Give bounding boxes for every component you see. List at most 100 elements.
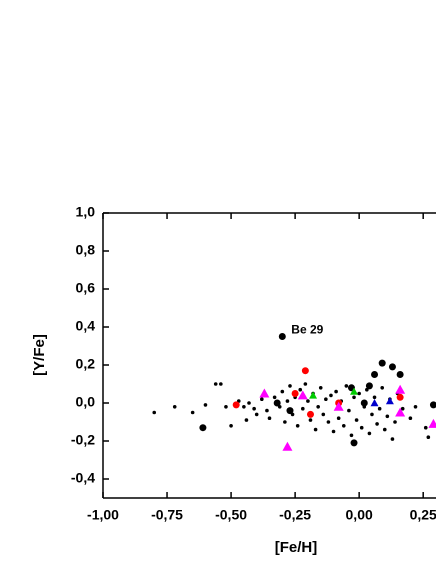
- point: [286, 407, 294, 415]
- point: [308, 418, 313, 422]
- x-tick-label: -0,75: [151, 507, 183, 523]
- point: [313, 427, 318, 432]
- point: [329, 393, 333, 398]
- point: [396, 393, 404, 401]
- point: [382, 427, 387, 432]
- y-tick-label: 0,2: [76, 356, 96, 372]
- point: [393, 420, 397, 424]
- point: [357, 391, 361, 396]
- y-axis-title: [Y/Fe]: [31, 334, 48, 376]
- point: [321, 412, 326, 417]
- point: [172, 405, 177, 409]
- point: [400, 406, 405, 411]
- point: [301, 406, 305, 411]
- y-tick-label: -0,2: [71, 432, 95, 448]
- point: [291, 390, 299, 397]
- triangle-point: [282, 441, 293, 451]
- triangle-point: [259, 388, 270, 398]
- point: [360, 399, 368, 407]
- x-tick-label: 0,25: [410, 507, 436, 523]
- point: [244, 418, 249, 422]
- point: [344, 384, 349, 388]
- triangle-point: [309, 391, 318, 399]
- point: [301, 367, 309, 375]
- x-tick-label: -0,25: [279, 507, 311, 523]
- y-tick-label: 0,4: [76, 318, 96, 334]
- triangle-point: [370, 399, 379, 407]
- point: [367, 431, 372, 436]
- point: [371, 371, 379, 378]
- point: [303, 382, 308, 386]
- point: [219, 382, 223, 386]
- point: [265, 408, 269, 413]
- point: [324, 397, 328, 402]
- y-tick-label: 0,6: [76, 280, 96, 296]
- point: [290, 412, 295, 417]
- point: [277, 405, 282, 409]
- point: [352, 395, 356, 400]
- point: [331, 429, 336, 434]
- point: [390, 437, 395, 441]
- x-tick-label: -1,00: [87, 507, 119, 523]
- point: [365, 387, 369, 392]
- x-tick-label: 0,00: [346, 507, 373, 523]
- point: [213, 382, 218, 386]
- y-tick-label: 0,0: [76, 394, 96, 410]
- point: [267, 416, 272, 421]
- point: [288, 384, 292, 388]
- point: [372, 395, 377, 400]
- point: [306, 399, 310, 403]
- point: [254, 412, 259, 417]
- point: [190, 410, 195, 415]
- point: [280, 389, 285, 394]
- point: [336, 416, 341, 421]
- point: [316, 405, 320, 409]
- point: [341, 424, 346, 428]
- point: [278, 333, 286, 340]
- point: [203, 403, 208, 407]
- point: [413, 405, 418, 409]
- point: [396, 371, 404, 378]
- triangle-point: [333, 401, 344, 411]
- point: [375, 422, 379, 426]
- point: [354, 418, 359, 422]
- point: [385, 414, 390, 419]
- point: [252, 406, 256, 411]
- point: [429, 401, 436, 409]
- point: [350, 439, 358, 447]
- point: [152, 410, 157, 415]
- y-tick-label: -0,4: [71, 470, 95, 486]
- point: [306, 410, 314, 418]
- triangle-point: [385, 397, 394, 405]
- point: [318, 386, 323, 390]
- point: [247, 401, 251, 405]
- point: [388, 363, 396, 371]
- point: [273, 399, 281, 407]
- y-tick-label: 1,0: [76, 204, 96, 220]
- point: [377, 406, 382, 411]
- point: [347, 408, 351, 413]
- triangle-point: [395, 384, 406, 394]
- point: [423, 425, 428, 430]
- point: [362, 405, 367, 409]
- point: [326, 420, 331, 424]
- point: [272, 395, 277, 400]
- point: [285, 399, 290, 403]
- point: [283, 420, 287, 424]
- x-axis-title: [Fe/H]: [275, 539, 318, 556]
- point: [359, 425, 364, 430]
- triangle-point: [297, 390, 308, 400]
- point: [199, 424, 207, 432]
- point: [380, 386, 385, 390]
- x-tick-label: -0,50: [215, 507, 247, 523]
- point: [334, 389, 338, 394]
- point: [298, 387, 303, 392]
- point: [260, 397, 264, 402]
- point: [229, 424, 233, 428]
- point: [408, 416, 413, 421]
- point: [224, 405, 228, 409]
- point: [370, 412, 374, 417]
- point: [378, 359, 386, 367]
